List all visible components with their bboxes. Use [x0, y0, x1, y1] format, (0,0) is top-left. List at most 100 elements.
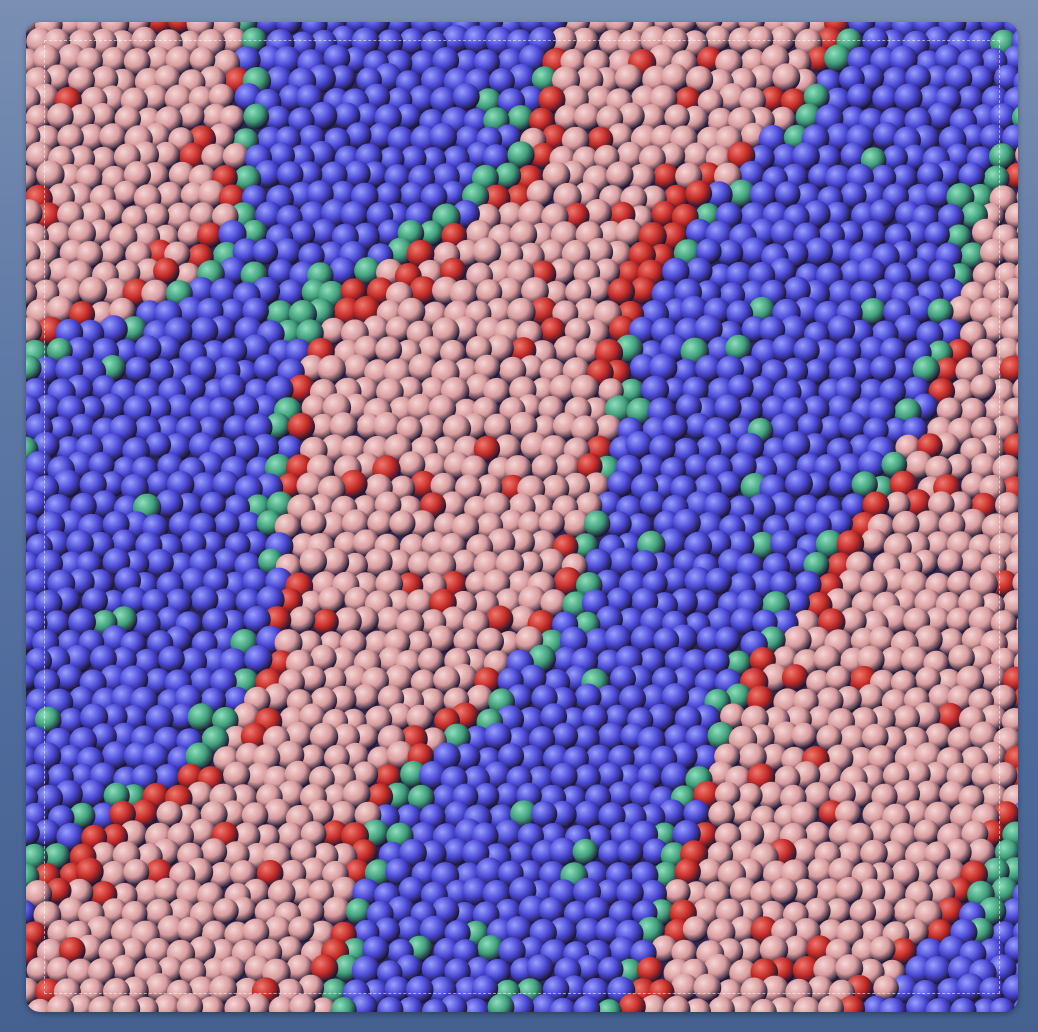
particle-c: [410, 470, 438, 498]
particle-b: [439, 491, 467, 519]
particle-b: [307, 799, 334, 826]
particle-a: [421, 955, 449, 983]
particle-a: [658, 799, 686, 827]
particle-d: [584, 510, 611, 537]
particle-b: [575, 338, 602, 364]
particle-a: [208, 396, 235, 424]
particle-a: [730, 607, 758, 635]
particle-a: [653, 627, 680, 654]
particle-b: [113, 180, 139, 207]
particle-b: [46, 957, 74, 984]
particle-b: [197, 180, 226, 209]
particle-a: [309, 101, 338, 130]
particle-b: [714, 781, 741, 808]
particle-a: [340, 201, 369, 229]
particle-b: [408, 551, 435, 578]
particle-a: [90, 490, 118, 518]
particle-a: [429, 123, 457, 151]
particle-a: [769, 257, 796, 284]
particle-b: [428, 394, 457, 423]
particle-d: [99, 355, 126, 382]
particle-b: [319, 511, 348, 541]
particle-b: [816, 724, 843, 751]
particle-a: [607, 470, 634, 497]
particle-a: [680, 295, 708, 324]
particle-a: [210, 278, 237, 306]
particle-a: [582, 704, 608, 731]
particle-a: [420, 183, 448, 211]
particle-d: [187, 703, 216, 732]
particle-b: [526, 180, 554, 207]
particle-c: [903, 489, 932, 517]
particle-b: [112, 995, 141, 1012]
particle-a: [253, 354, 281, 382]
particle-a: [488, 68, 515, 94]
particle-a: [144, 395, 172, 422]
particle-b: [186, 781, 214, 809]
particle-d: [531, 66, 558, 93]
particle-b: [570, 27, 599, 56]
particle-a: [56, 822, 85, 852]
particle-b: [708, 801, 735, 828]
particle-b: [385, 316, 412, 342]
particle-c: [130, 799, 159, 828]
particle-b: [455, 474, 482, 502]
particle-a: [705, 567, 732, 595]
particle-b: [947, 726, 975, 754]
particle-b: [68, 104, 95, 131]
particle-a: [145, 704, 174, 733]
particle-c: [618, 993, 646, 1012]
particle-a: [647, 703, 676, 732]
particle-a: [307, 140, 336, 169]
particle-b: [849, 898, 877, 926]
particle-b: [817, 995, 844, 1012]
particle-c: [674, 858, 701, 885]
particle-b: [790, 801, 818, 830]
particle-a: [421, 999, 448, 1012]
particle-b: [141, 84, 169, 112]
particle-a: [695, 355, 723, 382]
particle-a: [473, 783, 500, 809]
particle-b: [309, 722, 339, 751]
particle-b: [981, 316, 1009, 343]
simulation-box: [26, 22, 1018, 1012]
particle-a: [649, 353, 678, 382]
particle-a: [384, 976, 411, 1002]
particle-d: [1011, 106, 1018, 130]
particle-b: [274, 629, 303, 658]
particle-a: [607, 781, 635, 808]
particle-b: [299, 547, 327, 576]
particle-b: [26, 164, 38, 192]
particle-a: [827, 315, 856, 343]
particle-a: [452, 83, 480, 111]
particle-c: [685, 180, 713, 208]
particle-b: [241, 802, 269, 829]
particle-a: [231, 435, 260, 463]
particle-b: [387, 703, 414, 730]
particle-b: [708, 996, 735, 1012]
particle-b: [750, 880, 777, 907]
particle-a: [792, 142, 820, 171]
particle-b: [1014, 263, 1018, 282]
particle-a: [462, 998, 490, 1012]
particle-b: [540, 589, 568, 617]
particle-b: [176, 993, 204, 1012]
particle-b: [594, 414, 623, 443]
particle-c: [45, 877, 72, 904]
particle-a: [703, 648, 730, 675]
particle-b: [268, 996, 295, 1012]
particle-a: [696, 626, 723, 653]
particle-b: [858, 878, 886, 906]
particle-a: [519, 664, 547, 692]
particle-a: [573, 725, 600, 752]
particle-b: [386, 741, 415, 769]
particle-a: [826, 510, 853, 537]
particle-b: [352, 683, 380, 711]
particle-b: [209, 861, 236, 889]
particle-b: [364, 548, 393, 577]
particle-a: [692, 589, 719, 616]
particle-b: [223, 761, 251, 789]
particle-c: [836, 530, 865, 558]
particle-c: [1003, 433, 1018, 460]
particle-a: [684, 454, 710, 480]
